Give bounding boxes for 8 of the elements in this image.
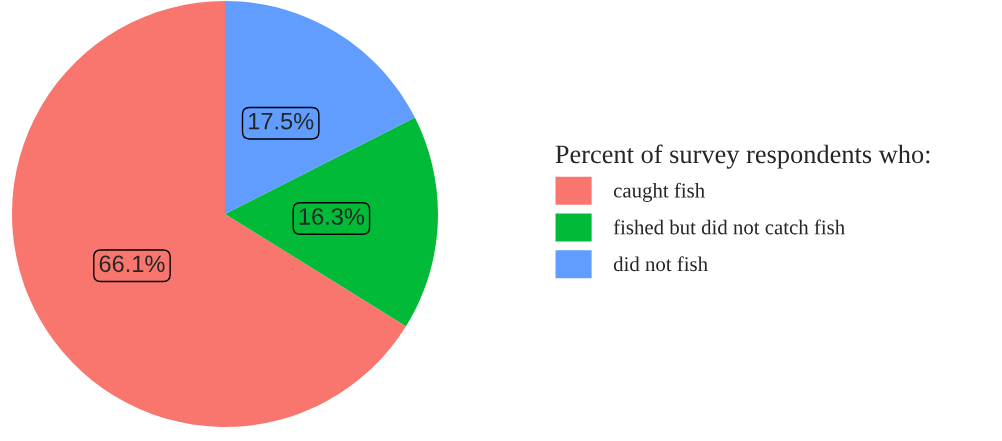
data-label: 16.3% (299, 208, 365, 225)
data-label: 66.1% (99, 255, 165, 273)
legend-label: caught fish (613, 182, 705, 202)
legend-label: did not fish (613, 256, 708, 272)
pie-slice (12, 1, 407, 427)
data-label: 17.5% (249, 112, 314, 130)
legend-label: fished but did not catch fish (613, 219, 845, 235)
legend-title: Percent of survey respondents who: (555, 144, 930, 169)
